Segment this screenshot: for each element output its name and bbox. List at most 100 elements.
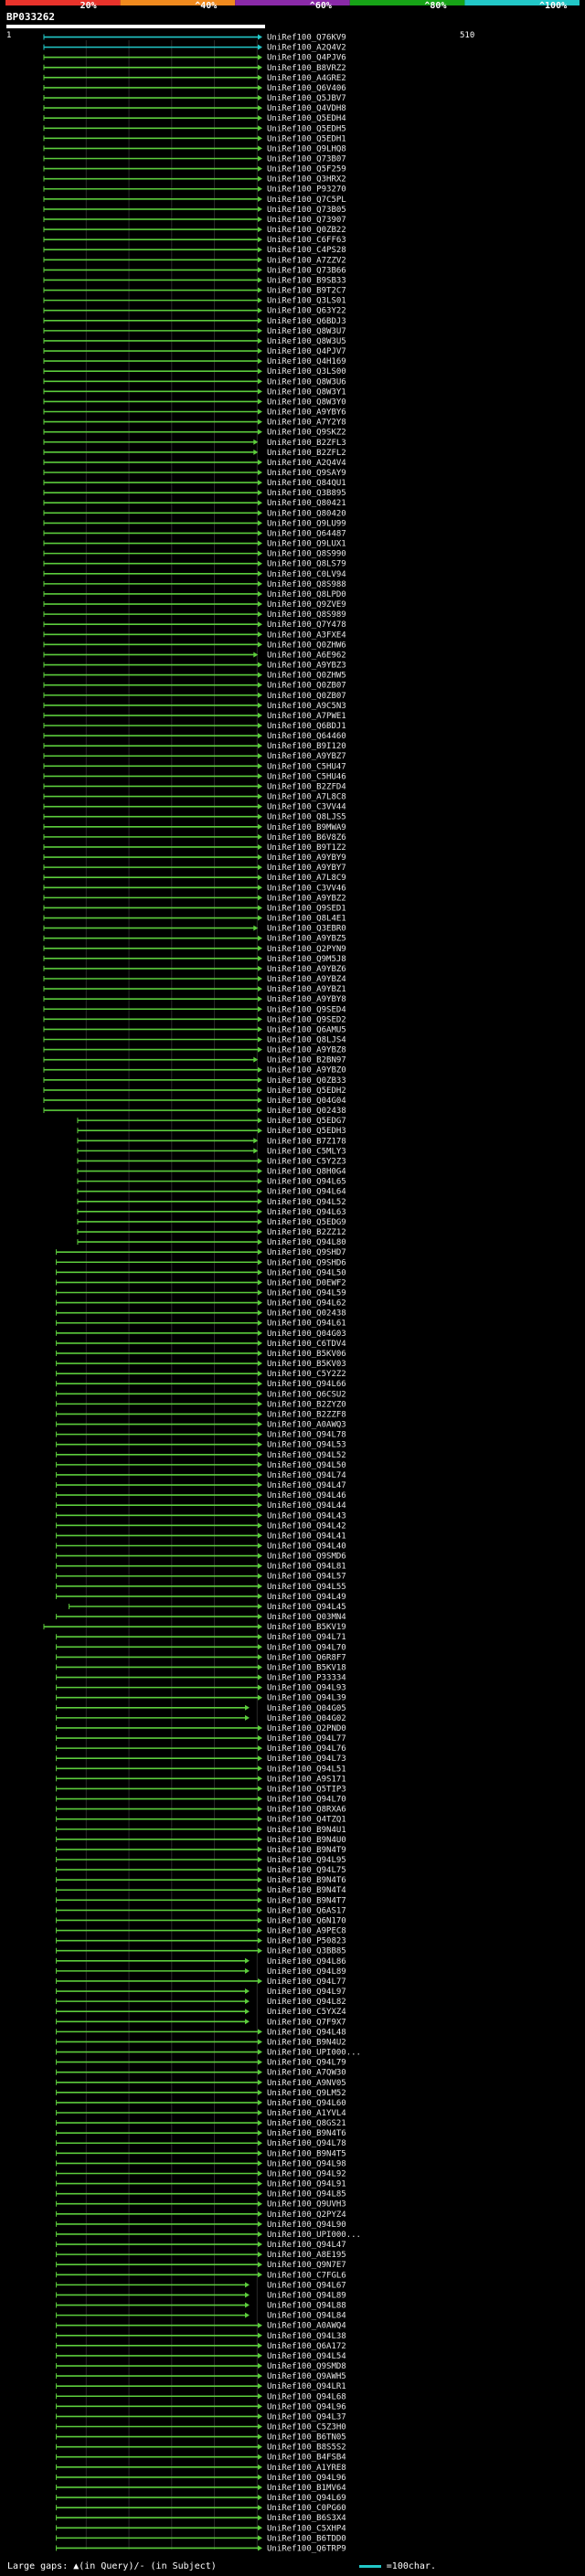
hit-label[interactable]: UniRef100_Q76KV9 [267,34,346,43]
hit-label[interactable]: UniRef100_Q8W3Y0 [267,398,346,407]
hit-label[interactable]: UniRef100_Q94L47 [267,1481,346,1490]
hit-label[interactable]: UniRef100_Q94L89 [267,1967,346,1977]
hit-label[interactable]: UniRef100_Q3BB85 [267,1947,346,1956]
hit-label[interactable]: UniRef100_Q94L85 [267,2190,346,2200]
hit-label[interactable]: UniRef100_Q9LM52 [267,2089,346,2098]
hit-label[interactable]: UniRef100_Q94L90 [267,2221,346,2230]
hit-label[interactable]: UniRef100_B5KV18 [267,1663,346,1672]
hit-label[interactable]: UniRef100_Q6TRP9 [267,2544,346,2553]
hit-label[interactable]: UniRef100_Q5EDH5 [267,124,346,133]
hit-label[interactable]: UniRef100_Q94L64 [267,1188,346,1197]
hit-label[interactable]: UniRef100_Q94L80 [267,1238,346,1247]
hit-label[interactable]: UniRef100_D0EWF2 [267,1278,346,1288]
hit-label[interactable]: UniRef100_Q6R8F7 [267,1653,346,1662]
hit-label[interactable]: UniRef100_A9YBZ7 [267,752,346,761]
hit-label[interactable]: UniRef100_Q0ZB07 [267,682,346,691]
hit-label[interactable]: UniRef100_Q8LPD0 [267,590,346,599]
hit-label[interactable]: UniRef100_Q9SKZ2 [267,429,346,438]
hit-label[interactable]: UniRef100_A9YBZ3 [267,662,346,671]
hit-label[interactable]: UniRef100_B9T2C7 [267,287,346,296]
hit-label[interactable]: UniRef100_Q94L78 [267,1431,346,1440]
hit-label[interactable]: UniRef100_Q9SHD7 [267,1248,346,1257]
hit-label[interactable]: UniRef100_Q5TIP3 [267,1785,346,1794]
hit-label[interactable]: UniRef100_Q3HRX2 [267,175,346,185]
hit-label[interactable]: UniRef100_A9YBZ5 [267,935,346,944]
hit-label[interactable]: UniRef100_Q9LUX1 [267,540,346,549]
hit-label[interactable]: UniRef100_Q04G02 [267,1714,346,1723]
hit-label[interactable]: UniRef100_Q9SMD6 [267,1553,346,1562]
hit-label[interactable]: UniRef100_A7QW30 [267,2069,346,2078]
hit-label[interactable]: UniRef100_Q0ZB22 [267,226,346,235]
hit-label[interactable]: UniRef100_Q94L74 [267,1471,346,1480]
hit-label[interactable]: UniRef100_Q94L65 [267,1178,346,1187]
hit-label[interactable]: UniRef100_Q9LHQ8 [267,144,346,154]
hit-label[interactable]: UniRef100_A1YRE8 [267,2464,346,2473]
hit-label[interactable]: UniRef100_Q94L62 [267,1299,346,1309]
hit-label[interactable]: UniRef100_Q94L91 [267,2180,346,2189]
hit-label[interactable]: UniRef100_Q5EDH3 [267,1127,346,1136]
hit-label[interactable]: UniRef100_Q8S990 [267,550,346,559]
hit-label[interactable]: UniRef100_Q94L51 [267,1765,346,1774]
hit-label[interactable]: UniRef100_Q94L76 [267,1744,346,1754]
hit-label[interactable]: UniRef100_Q94L48 [267,2028,346,2037]
hit-label[interactable]: UniRef100_Q94L54 [267,2352,346,2361]
hit-label[interactable]: UniRef100_Q73B07 [267,155,346,164]
hit-label[interactable]: UniRef100_Q94L59 [267,1289,346,1299]
hit-label[interactable]: UniRef100_A9YBY8 [267,995,346,1004]
hit-label[interactable]: UniRef100_Q94L43 [267,1511,346,1521]
hit-label[interactable]: UniRef100_Q4VDH8 [267,104,346,113]
hit-label[interactable]: UniRef100_C5XHP4 [267,2524,346,2533]
hit-label[interactable]: UniRef100_Q02438 [267,1107,346,1116]
hit-label[interactable]: UniRef100_B2ZFL2 [267,449,346,458]
hit-label[interactable]: UniRef100_Q8W3U7 [267,327,346,336]
hit-label[interactable]: UniRef100_Q94L63 [267,1208,346,1217]
hit-label[interactable]: UniRef100_Q94L50 [267,1461,346,1470]
hit-label[interactable]: UniRef100_C3VV44 [267,803,346,812]
hit-label[interactable]: UniRef100_B9N4U2 [267,2038,346,2047]
hit-label[interactable]: UniRef100_C6FF63 [267,236,346,245]
hit-label[interactable]: UniRef100_Q63Y22 [267,307,346,316]
hit-label[interactable]: UniRef100_B4FSB4 [267,2454,346,2463]
hit-label[interactable]: UniRef100_Q4TZQ1 [267,1816,346,1825]
hit-label[interactable]: UniRef100_Q94LR1 [267,2382,346,2391]
hit-label[interactable]: UniRef100_A7ZZV2 [267,256,346,265]
hit-label[interactable]: UniRef100_Q04G05 [267,1704,346,1713]
hit-label[interactable]: UniRef100_Q6N170 [267,1916,346,1925]
hit-label[interactable]: UniRef100_C4PS28 [267,246,346,255]
hit-label[interactable]: UniRef100_C5HU46 [267,772,346,781]
hit-label[interactable]: UniRef100_Q94L89 [267,2291,346,2300]
hit-label[interactable]: UniRef100_Q94L47 [267,2241,346,2250]
hit-label[interactable]: UniRef100_B9N4T5 [267,2149,346,2158]
hit-label[interactable]: UniRef100_Q5EDH2 [267,1087,346,1096]
hit-label[interactable]: UniRef100_Q6BDJ3 [267,317,346,326]
hit-label[interactable]: UniRef100_C5Y2Z2 [267,1370,346,1379]
hit-label[interactable]: UniRef100_P93270 [267,186,346,195]
hit-label[interactable]: UniRef100_Q94L52 [267,1451,346,1460]
hit-label[interactable]: UniRef100_Q04G04 [267,1097,346,1106]
hit-label[interactable]: UniRef100_Q5EDH4 [267,114,346,123]
hit-label[interactable]: UniRef100_Q94L95 [267,1856,346,1865]
hit-label[interactable]: UniRef100_Q9UVH3 [267,2200,346,2210]
hit-label[interactable]: UniRef100_A9S171 [267,1775,346,1784]
hit-label[interactable]: UniRef100_A3FXE4 [267,631,346,640]
hit-label[interactable]: UniRef100_Q5F259 [267,165,346,175]
hit-label[interactable]: UniRef100_A7L8C9 [267,874,346,883]
hit-label[interactable]: UniRef100_B9T1Z2 [267,843,346,853]
hit-label[interactable]: UniRef100_A7L8C8 [267,793,346,802]
hit-label[interactable]: UniRef100_Q8S988 [267,580,346,589]
hit-label[interactable]: UniRef100_B9N4T4 [267,1886,346,1895]
hit-label[interactable]: UniRef100_C5MLY3 [267,1147,346,1156]
hit-label[interactable]: UniRef100_B8VRZ2 [267,64,346,73]
hit-label[interactable]: UniRef100_Q94L77 [267,1977,346,1987]
hit-label[interactable]: UniRef100_B2ZZ12 [267,1228,346,1237]
hit-label[interactable]: UniRef100_Q8W3U6 [267,377,346,387]
hit-label[interactable]: UniRef100_Q94L42 [267,1521,346,1531]
hit-label[interactable]: UniRef100_Q4PJV7 [267,347,346,356]
hit-label[interactable]: UniRef100_Q94L49 [267,1593,346,1602]
hit-label[interactable]: UniRef100_Q8LJS4 [267,1035,346,1044]
hit-label[interactable]: UniRef100_A9YBZ1 [267,985,346,994]
hit-label[interactable]: UniRef100_A2Q4V2 [267,44,346,53]
hit-label[interactable]: UniRef100_Q94L68 [267,2392,346,2401]
hit-label[interactable]: UniRef100_Q9ZVE9 [267,600,346,610]
hit-label[interactable]: UniRef100_Q9M5J8 [267,955,346,964]
